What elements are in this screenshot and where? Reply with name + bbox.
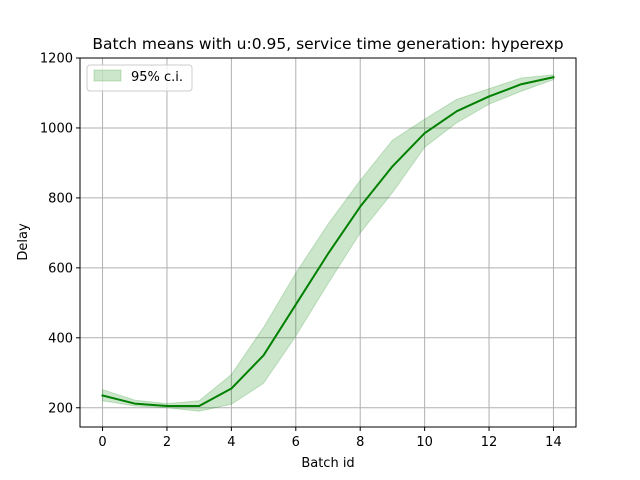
mean-line-layer — [101, 76, 555, 408]
legend-box — [86, 64, 193, 92]
x-tick-label: 14 — [545, 435, 562, 450]
y-tick-label: 600 — [48, 261, 73, 276]
legend-label-ci: 95% c.i. — [131, 70, 183, 85]
x-axis-ticks: 0 2 4 6 8 10 12 14 — [98, 427, 562, 450]
legend-swatch-ci — [93, 69, 122, 82]
legend: 95% c.i. — [86, 64, 193, 92]
y-tick-label: 200 — [48, 401, 73, 416]
x-tick-label: 12 — [481, 435, 498, 450]
mean-delay-line — [101, 76, 555, 408]
y-tick-label: 400 — [48, 331, 73, 346]
y-axis-title: Delay — [16, 223, 31, 261]
confidence-band — [102, 74, 554, 412]
x-tick-label: 0 — [98, 435, 106, 450]
plot-area-frame — [79, 57, 577, 428]
x-tick-label: 4 — [227, 435, 235, 450]
y-axis-ticks: 200 400 600 800 1000 1200 — [40, 52, 80, 416]
y-tick-label: 800 — [48, 191, 73, 206]
x-tick-label: 6 — [292, 435, 300, 450]
confidence-band-layer — [102, 74, 554, 412]
x-tick-label: 2 — [163, 435, 171, 450]
y-tick-label: 1200 — [40, 52, 73, 67]
x-tick-label: 8 — [356, 435, 364, 450]
chart-title: Batch means with u:0.95, service time ge… — [92, 35, 563, 53]
x-axis-title: Batch id — [301, 456, 354, 471]
y-tick-label: 1000 — [40, 121, 73, 136]
x-tick-label: 10 — [416, 435, 433, 450]
